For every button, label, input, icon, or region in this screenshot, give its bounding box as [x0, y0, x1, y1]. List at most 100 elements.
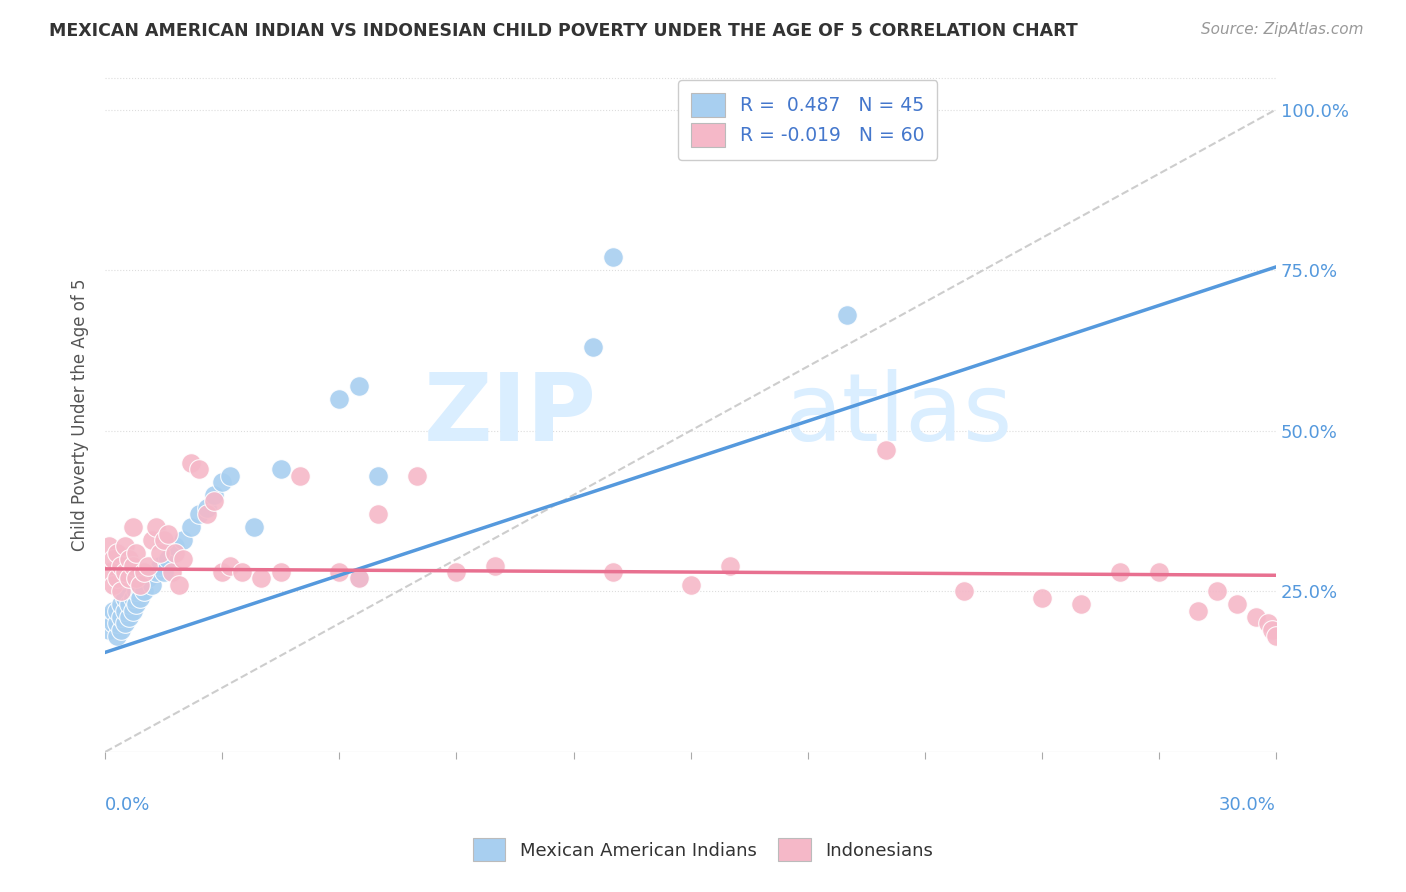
Point	[117, 610, 139, 624]
Point	[121, 591, 143, 605]
Point	[211, 475, 233, 489]
Point	[1108, 565, 1130, 579]
Point	[406, 468, 429, 483]
Point	[145, 520, 167, 534]
Point	[121, 520, 143, 534]
Point	[121, 558, 143, 573]
Point	[129, 578, 152, 592]
Point	[1147, 565, 1170, 579]
Point	[219, 558, 242, 573]
Point	[141, 578, 163, 592]
Point	[1070, 597, 1092, 611]
Point	[160, 565, 183, 579]
Point	[145, 565, 167, 579]
Point	[195, 508, 218, 522]
Point	[110, 584, 132, 599]
Point	[110, 623, 132, 637]
Point	[114, 604, 136, 618]
Point	[1257, 616, 1279, 631]
Point	[98, 565, 121, 579]
Point	[114, 591, 136, 605]
Text: MEXICAN AMERICAN INDIAN VS INDONESIAN CHILD POVERTY UNDER THE AGE OF 5 CORRELATI: MEXICAN AMERICAN INDIAN VS INDONESIAN CH…	[49, 22, 1078, 40]
Point	[134, 584, 156, 599]
Point	[136, 558, 159, 573]
Point	[347, 572, 370, 586]
Point	[152, 565, 174, 579]
Point	[270, 462, 292, 476]
Point	[98, 540, 121, 554]
Point	[149, 546, 172, 560]
Point	[98, 623, 121, 637]
Point	[1261, 623, 1284, 637]
Point	[136, 572, 159, 586]
Y-axis label: Child Poverty Under the Age of 5: Child Poverty Under the Age of 5	[72, 278, 89, 551]
Point	[101, 552, 124, 566]
Point	[602, 565, 624, 579]
Point	[1031, 591, 1053, 605]
Point	[211, 565, 233, 579]
Point	[204, 494, 226, 508]
Point	[242, 520, 264, 534]
Point	[125, 546, 148, 560]
Point	[180, 520, 202, 534]
Point	[98, 610, 121, 624]
Point	[117, 552, 139, 566]
Point	[141, 533, 163, 547]
Point	[446, 565, 468, 579]
Point	[270, 565, 292, 579]
Point	[169, 578, 191, 592]
Point	[328, 392, 350, 406]
Point	[105, 572, 128, 586]
Point	[1265, 629, 1288, 643]
Legend: R =  0.487   N = 45, R = -0.019   N = 60: R = 0.487 N = 45, R = -0.019 N = 60	[678, 80, 938, 161]
Point	[231, 565, 253, 579]
Point	[110, 558, 132, 573]
Point	[125, 572, 148, 586]
Point	[328, 565, 350, 579]
Point	[105, 546, 128, 560]
Point	[114, 616, 136, 631]
Point	[290, 468, 312, 483]
Point	[101, 604, 124, 618]
Text: atlas: atlas	[785, 368, 1012, 460]
Point	[1187, 604, 1209, 618]
Point	[1226, 597, 1249, 611]
Point	[187, 508, 209, 522]
Point	[679, 578, 702, 592]
Point	[105, 604, 128, 618]
Point	[105, 629, 128, 643]
Text: 30.0%: 30.0%	[1219, 796, 1277, 814]
Point	[367, 508, 389, 522]
Point	[204, 488, 226, 502]
Point	[165, 546, 187, 560]
Point	[602, 250, 624, 264]
Point	[250, 572, 273, 586]
Point	[121, 604, 143, 618]
Text: Source: ZipAtlas.com: Source: ZipAtlas.com	[1201, 22, 1364, 37]
Point	[125, 584, 148, 599]
Point	[156, 526, 179, 541]
Point	[101, 578, 124, 592]
Point	[134, 565, 156, 579]
Point	[1206, 584, 1229, 599]
Point	[875, 442, 897, 457]
Point	[114, 540, 136, 554]
Point	[718, 558, 741, 573]
Point	[347, 572, 370, 586]
Point	[110, 597, 132, 611]
Point	[117, 572, 139, 586]
Point	[347, 378, 370, 392]
Point	[172, 552, 194, 566]
Point	[129, 591, 152, 605]
Point	[105, 616, 128, 631]
Legend: Mexican American Indians, Indonesians: Mexican American Indians, Indonesians	[463, 828, 943, 872]
Point	[114, 565, 136, 579]
Point	[129, 578, 152, 592]
Point	[152, 533, 174, 547]
Point	[180, 456, 202, 470]
Point	[195, 500, 218, 515]
Point	[125, 597, 148, 611]
Point	[219, 468, 242, 483]
Point	[149, 558, 172, 573]
Point	[172, 533, 194, 547]
